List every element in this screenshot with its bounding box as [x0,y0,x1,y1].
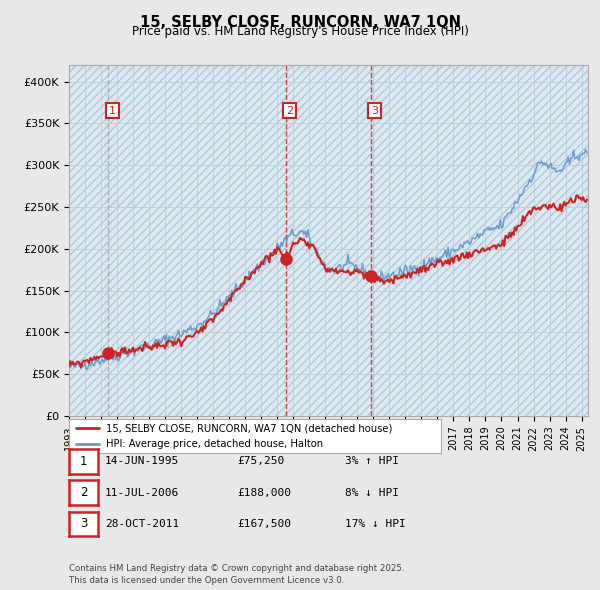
Text: 15, SELBY CLOSE, RUNCORN, WA7 1QN: 15, SELBY CLOSE, RUNCORN, WA7 1QN [139,15,461,30]
Text: £75,250: £75,250 [237,457,284,466]
Text: 2: 2 [286,106,293,116]
Text: 11-JUL-2006: 11-JUL-2006 [105,488,179,497]
Text: 1: 1 [109,106,116,116]
Text: 3% ↑ HPI: 3% ↑ HPI [345,457,399,466]
Text: £167,500: £167,500 [237,519,291,529]
Text: 8% ↓ HPI: 8% ↓ HPI [345,488,399,497]
Text: 1: 1 [80,455,87,468]
Text: 28-OCT-2011: 28-OCT-2011 [105,519,179,529]
Text: 3: 3 [371,106,378,116]
Text: Price paid vs. HM Land Registry's House Price Index (HPI): Price paid vs. HM Land Registry's House … [131,25,469,38]
Text: 17% ↓ HPI: 17% ↓ HPI [345,519,406,529]
Text: £188,000: £188,000 [237,488,291,497]
Text: 15, SELBY CLOSE, RUNCORN, WA7 1QN (detached house): 15, SELBY CLOSE, RUNCORN, WA7 1QN (detac… [106,424,392,434]
Text: Contains HM Land Registry data © Crown copyright and database right 2025.
This d: Contains HM Land Registry data © Crown c… [69,565,404,585]
Text: HPI: Average price, detached house, Halton: HPI: Average price, detached house, Halt… [106,438,323,448]
Text: 2: 2 [80,486,87,499]
Text: 14-JUN-1995: 14-JUN-1995 [105,457,179,466]
Text: 3: 3 [80,517,87,530]
